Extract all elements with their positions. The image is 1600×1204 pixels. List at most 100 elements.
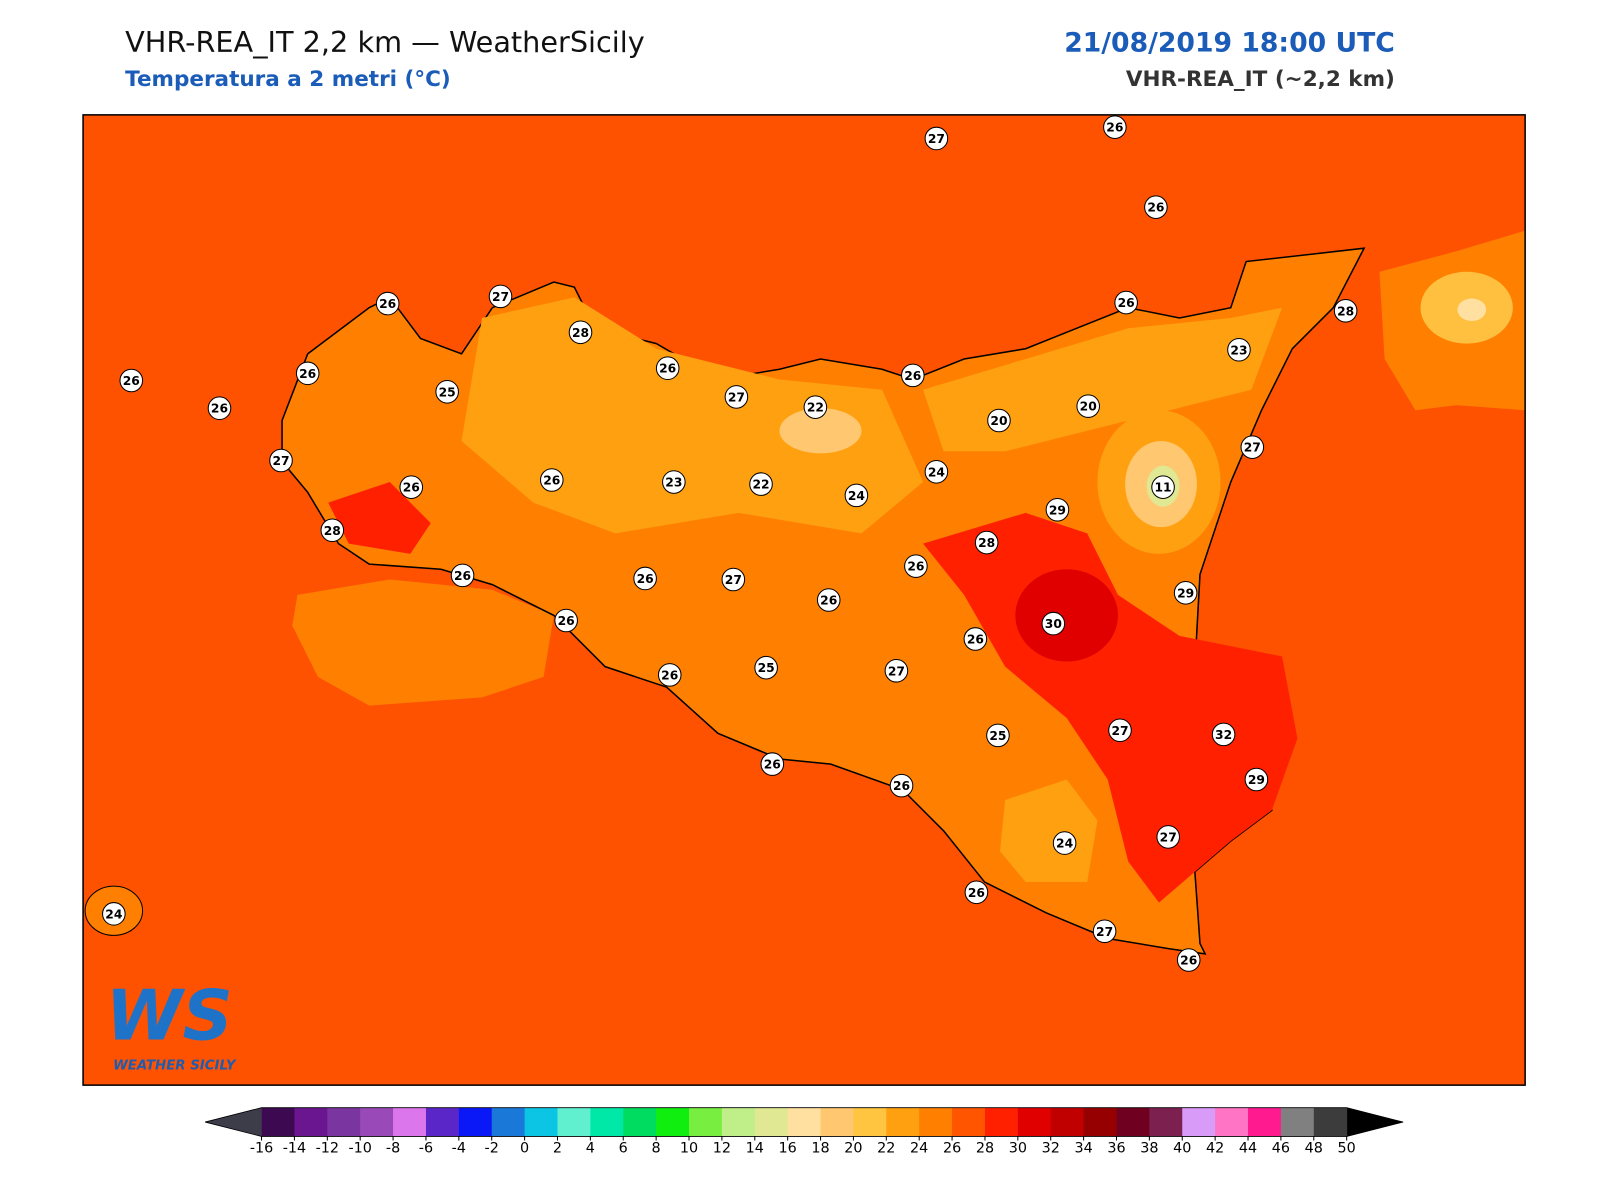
station-value: 27 [272,454,289,468]
station-value: 26 [123,374,140,388]
station-value: 26 [211,402,228,416]
station-value: 26 [1180,954,1197,968]
station-value: 27 [888,664,905,678]
station-marker [119,368,144,393]
station-marker [724,385,749,409]
station-marker [1114,290,1138,315]
station-marker [901,363,925,388]
station-marker [1227,337,1251,362]
station-value: 26 [893,779,910,793]
colorbar-tick-label: -4 [452,1141,466,1157]
colorbar-tick-label: -6 [419,1141,433,1157]
station-marker [963,627,988,651]
station-marker [974,530,999,555]
colorbar: -16 -14 -12 -10 -8 -6 -4 -2 0 2 4 6 8 10 12 14 16 18 20 22 2… [205,1107,1404,1157]
colorbar-tick-label: 10 [680,1141,698,1157]
station-marker [1144,195,1168,219]
station-value: 26 [299,367,316,381]
station-marker [1041,611,1066,636]
colorbar-swatch [360,1107,394,1137]
colorbar-tick-label: -14 [283,1141,306,1157]
subtitle: Temperatura a 2 metri (°C) [125,67,451,92]
station-value: 27 [1111,724,1128,738]
station-value: 28 [324,524,341,538]
station-value: 26 [661,668,678,682]
station-marker [1176,948,1201,972]
colorbar-swatch [721,1107,756,1137]
station-value: 24 [105,907,122,921]
logo-mark: WS [106,976,233,1057]
station-marker [633,566,657,591]
hot-core [1015,569,1118,662]
model-label: VHR-REA_IT (~2,2 km) [1126,67,1395,92]
station-value: 29 [1177,586,1194,600]
colorbar-tick-label: 38 [1140,1141,1158,1157]
station-marker [1211,722,1236,747]
station-labels: 27 26 26 26 27 28 26 26 26 25 26 27 22 26 26 28 23 20 20 27… [102,115,1358,972]
colorbar-tick-label: 30 [1009,1141,1027,1157]
colorbar-swatch [952,1107,986,1137]
colorbar-swatch [261,1107,295,1137]
station-value: 23 [665,476,682,490]
station-value: 20 [1080,400,1097,414]
colorbar-outline [205,1107,1404,1137]
colorbar-under [205,1107,262,1137]
colorbar-tick-label: 36 [1107,1141,1125,1157]
station-value: 28 [1337,304,1354,318]
colorbar-swatch [787,1107,822,1137]
station-marker [816,588,841,612]
colorbar-swatch [425,1107,460,1137]
colorbar-tick-label: 0 [520,1141,529,1157]
colorbar-tick-label: -2 [485,1141,499,1157]
station-value: 22 [752,478,769,492]
station-value: 27 [492,290,509,304]
datetime: 21/08/2019 18:00 UTC [1064,28,1395,59]
station-marker [375,291,400,316]
colorbar-tick-label: 46 [1272,1141,1290,1157]
station-value: 28 [978,536,995,550]
station-marker [320,518,345,543]
station-marker [749,472,773,496]
colorbar-swatch [294,1107,328,1137]
station-marker [207,396,232,420]
colorbar-swatch [327,1107,361,1137]
colorbar-tick-label: 50 [1338,1141,1356,1157]
station-value: 29 [1248,773,1265,787]
sea-warm-area [292,579,554,706]
colorbar-tick-label: 18 [811,1141,829,1157]
colorbar-swatch [656,1107,690,1137]
colorbar-swatch [1280,1107,1315,1137]
station-marker [844,483,869,508]
station-value: 26 [403,481,420,495]
map-area: 27 26 26 26 27 28 26 26 26 25 26 27 22 26 26 28 23 20 20 27… [82,114,1526,1086]
colorbar-swatch [689,1107,723,1137]
station-marker [754,655,778,680]
colorbar-swatch [853,1107,887,1137]
colorbar-tick-label: 8 [652,1141,661,1157]
calabria-cool-core [1457,298,1487,322]
station-marker [1103,115,1127,139]
station-value: 25 [439,385,456,399]
station-value: 26 [907,560,924,574]
colorbar-swatch [393,1107,427,1137]
colorbar-tick-label: 6 [619,1141,628,1157]
colorbar-swatch [524,1107,558,1137]
station-marker [1240,435,1265,459]
station-marker [295,361,320,386]
station-marker [1173,581,1198,605]
colorbar-swatch [1149,1107,1183,1137]
station-marker [657,663,682,687]
station-marker [1076,394,1100,418]
colorbar-tick-label: 14 [746,1141,764,1157]
station-value: 26 [968,886,985,900]
colorbar-swatch [1083,1107,1118,1137]
station-marker [1052,831,1077,855]
colorbar-tick-label: 2 [553,1141,562,1157]
station-value: 29 [1049,503,1066,517]
station-marker [1092,919,1117,944]
colorbar-swatch [491,1107,526,1137]
station-value: 26 [967,633,984,647]
colorbar-tick-label: 20 [844,1141,862,1157]
colorbar-tick-label: 16 [779,1141,797,1157]
station-value: 32 [1215,728,1232,742]
